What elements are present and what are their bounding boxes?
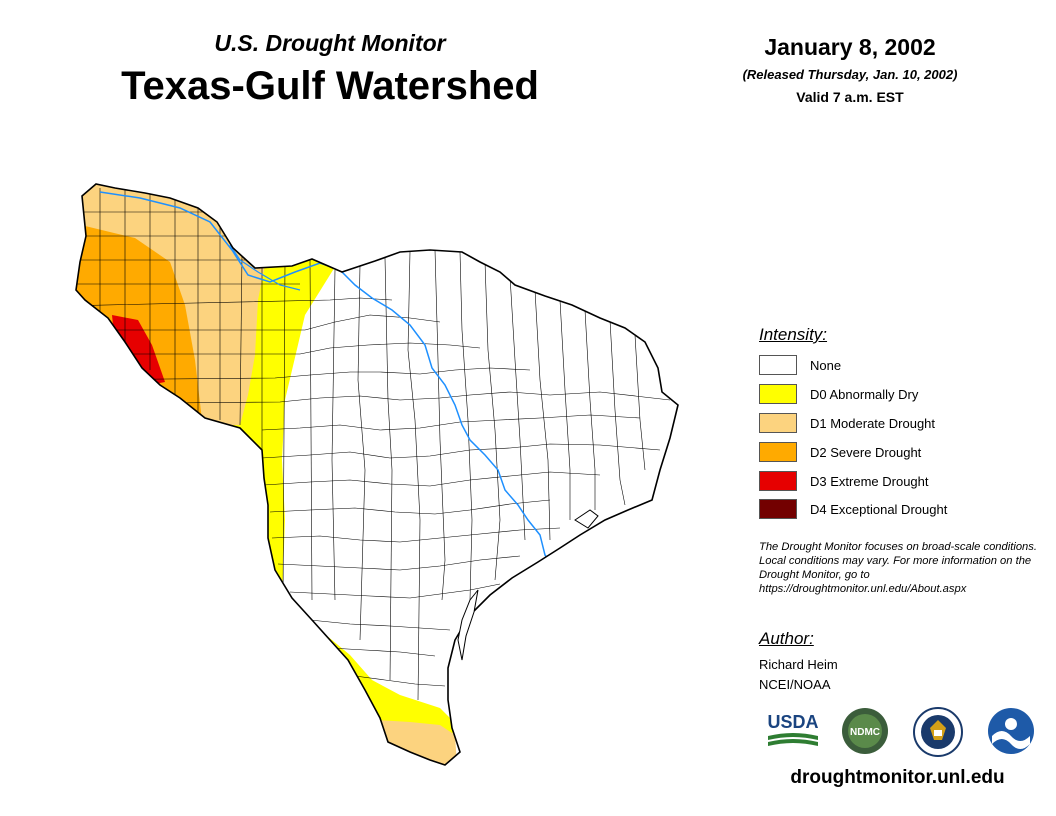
release-date: (Released Thursday, Jan. 10, 2002)	[742, 67, 958, 82]
website-link[interactable]: droughtmonitor.unl.edu	[790, 767, 1005, 788]
river	[99, 191, 556, 569]
legend-label: D0 Abnormally Dry	[810, 387, 919, 402]
author-org: NCEI/NOAA	[759, 677, 831, 692]
map-title: Texas-Gulf Watershed	[121, 64, 539, 108]
svg-text:USDA: USDA	[767, 712, 818, 732]
bay-island	[574, 509, 599, 529]
legend-swatch	[759, 442, 797, 462]
legend-label: D4 Exceptional Drought	[810, 502, 948, 517]
svg-text:NDMC: NDMC	[850, 727, 880, 738]
river-tributary	[229, 244, 301, 291]
drought-map	[75, 183, 679, 766]
barrier-island	[457, 589, 479, 661]
doc-seal-logo	[913, 707, 963, 757]
legend-label: D1 Moderate Drought	[810, 416, 936, 431]
legend-label: D2 Severe Drought	[810, 445, 922, 460]
watershed-boundary	[75, 183, 679, 766]
map-date: January 8, 2002	[764, 34, 936, 60]
ndmc-logo: NDMC	[842, 708, 888, 754]
legend-swatch	[759, 413, 797, 433]
d1-south-region	[370, 720, 458, 765]
legend-label: None	[810, 358, 842, 373]
noaa-logo	[988, 708, 1034, 754]
valid-time: Valid 7 a.m. EST	[796, 89, 904, 105]
legend-label: D3 Extreme Drought	[810, 474, 929, 489]
legend-title: Intensity:	[759, 325, 828, 344]
author-name: Richard Heim	[759, 657, 838, 672]
legend-swatch	[759, 355, 797, 375]
legend-swatch	[759, 499, 797, 519]
legend-swatch	[759, 471, 797, 491]
legend-swatch	[759, 384, 797, 404]
author-heading: Author:	[759, 629, 814, 648]
county-lines	[76, 188, 671, 701]
disclaimer-note: The Drought Monitor focuses on broad-sca…	[759, 541, 1037, 595]
usda-logo: USDA	[767, 712, 819, 746]
map-subtitle: U.S. Drought Monitor	[214, 30, 446, 56]
